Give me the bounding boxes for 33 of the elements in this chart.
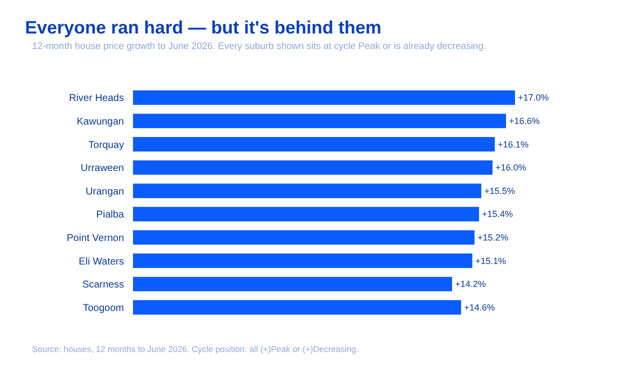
y-tick-label: Eli Waters [78,256,124,268]
data-label: +14.6% [464,302,495,312]
y-tick-label: Kawungan [76,116,124,128]
y-tick-label: Urangan [86,186,124,198]
y-tick-label: River Heads [68,93,124,104]
bar [133,184,482,198]
data-label: +15.5% [484,186,516,196]
y-tick-label: Point Vernon [66,232,124,244]
chart-title: Everyone ran hard — but it's behind them [25,17,382,38]
y-tick-label: Urraween [80,163,124,174]
data-label: +15.4% [482,209,513,220]
source-note: Source: houses, 12 months to June 2026. Cycle position: all (+)Peak or (+)Decreasing. [32,344,358,354]
data-label: +16.1% [498,139,529,150]
data-label: +15.2% [478,232,508,242]
chart-subtitle: 12-month house price growth to June 2026. Every suburb shown sits at cycle Peak or is already decreasing. [32,41,486,52]
y-tick-label: Scarness [82,280,124,291]
data-label: +17.0% [518,92,549,103]
data-label: +14.2% [455,279,486,290]
bar [133,254,472,268]
bar [133,206,480,222]
bar [133,90,515,105]
data-label: +16.0% [496,162,526,173]
bar [133,230,475,245]
y-tick-label: Toogoom [82,302,124,314]
y-tick-label: Pialba [96,210,124,221]
bar [133,114,506,128]
y-tick-label: Torquay [88,140,124,151]
data-label: +15.1% [475,256,506,266]
bar [133,276,452,292]
bar [133,137,495,152]
bar [133,300,462,315]
bar [133,160,493,175]
data-label: +16.6% [509,116,540,126]
